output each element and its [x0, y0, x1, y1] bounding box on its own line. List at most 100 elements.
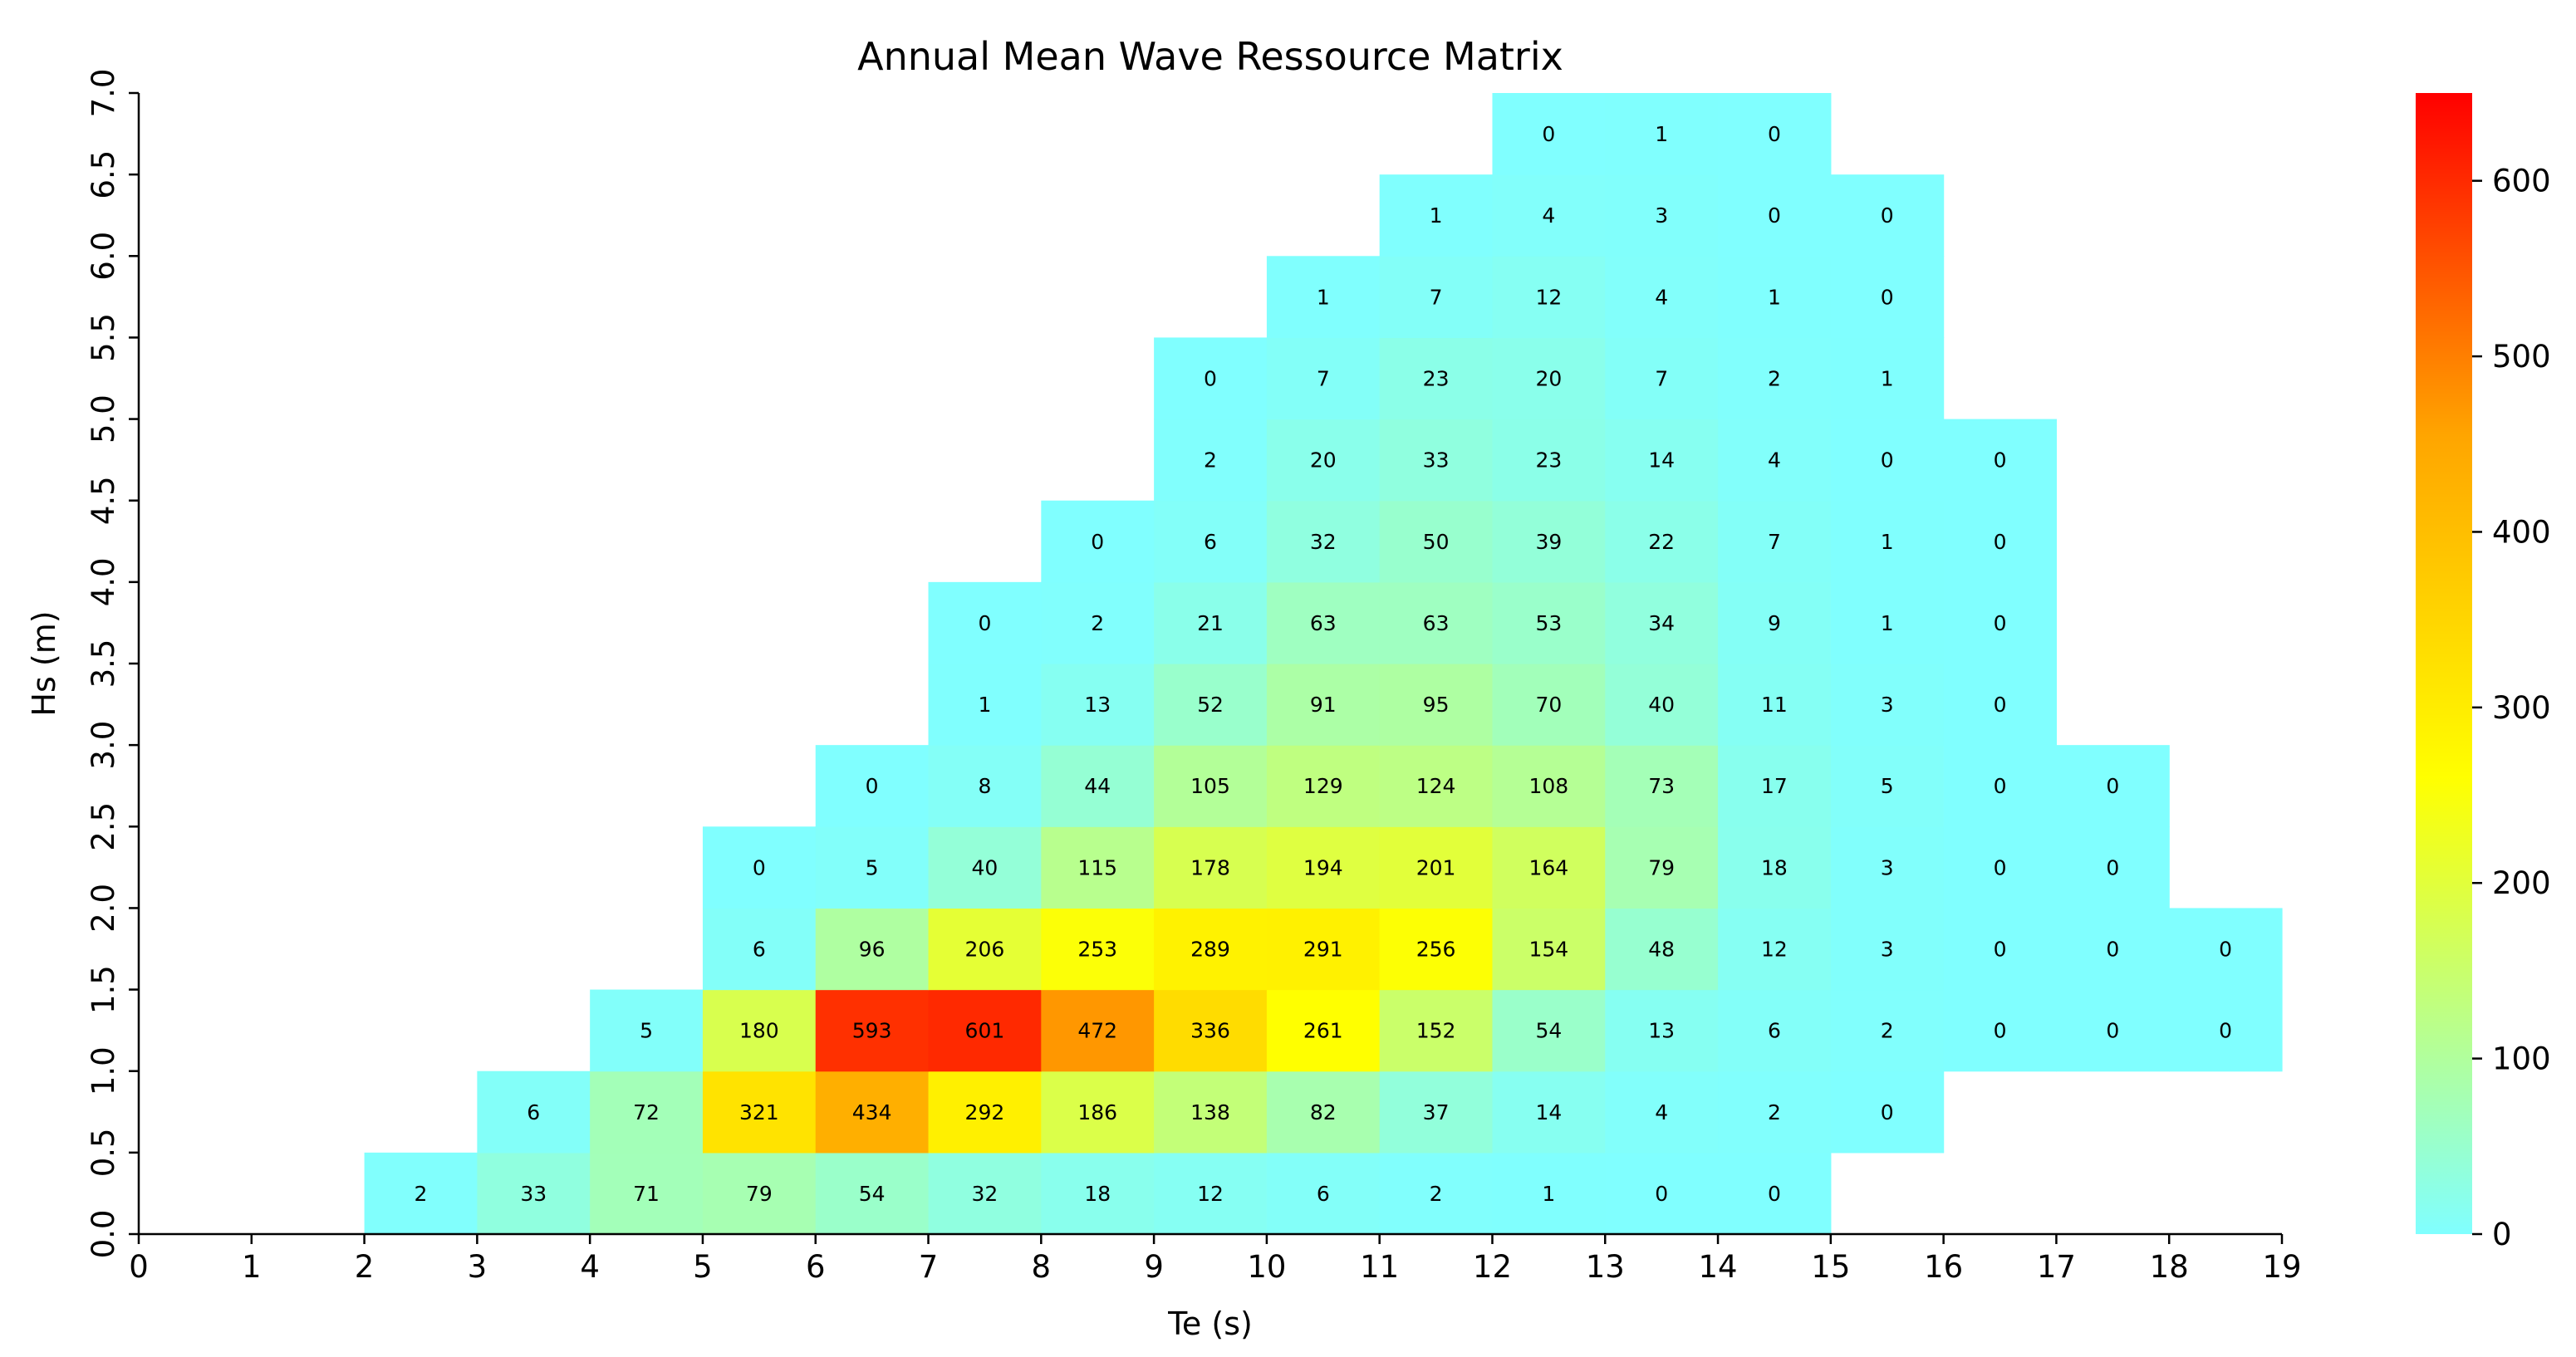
heatmap-cell-rect	[590, 1070, 704, 1154]
colorbar-tick-label: 600	[2492, 164, 2551, 199]
heatmap-cell: 63	[1379, 581, 1494, 664]
heatmap-cell-rect	[1943, 989, 2058, 1072]
heatmap-cell-label: 321	[739, 1100, 779, 1124]
heatmap-cell-rect	[1605, 337, 1719, 420]
colorbar-tick-label: 100	[2492, 1041, 2551, 1077]
heatmap-cell-label: 4	[1655, 285, 1668, 309]
heatmap-cell-rect	[928, 908, 1042, 991]
heatmap-cell: 4	[1718, 419, 1832, 502]
heatmap-cell-rect	[815, 908, 930, 991]
heatmap-cell-rect	[815, 826, 930, 909]
heatmap-cell-rect	[1266, 256, 1381, 339]
heatmap-cell-rect	[1605, 419, 1719, 502]
heatmap-cell: 2	[1718, 1070, 1832, 1154]
heatmap-cell-rect	[477, 1152, 591, 1235]
heatmap-cell: 12	[1718, 908, 1832, 991]
heatmap-cell-label: 0	[1655, 1182, 1668, 1206]
y-tick-label: 3.0	[86, 721, 121, 770]
colorbar-ticks: 0 100 200 300 400 500 600	[2472, 164, 2551, 1252]
heatmap-cell: 9	[1718, 581, 1832, 664]
heatmap-cell-rect	[2169, 908, 2283, 991]
heatmap-cell-rect	[1492, 989, 1606, 1072]
heatmap-cell: 40	[1605, 664, 1719, 746]
heatmap-cell-rect	[1041, 500, 1155, 583]
heatmap-cell-rect	[1266, 826, 1381, 909]
heatmap-cell-rect	[1041, 1070, 1155, 1154]
heatmap-cell: 0	[1943, 664, 2058, 746]
heatmap-cell-label: 434	[852, 1100, 892, 1124]
heatmap-cell-rect	[1379, 337, 1494, 420]
heatmap-cell-rect	[1718, 174, 1832, 257]
heatmap-cell: 321	[702, 1070, 817, 1154]
heatmap-cell-label: 2	[1204, 448, 1217, 473]
heatmap-cell: 1	[1830, 500, 1945, 583]
heatmap-cell-label: 1	[1881, 367, 1894, 391]
heatmap-cells: 2 33 71 79 54 32 18 12 6 2 1 0 06 72 321 434 292 186 138 82…	[364, 93, 2283, 1235]
heatmap-cell-rect	[702, 908, 817, 991]
heatmap-cell: 2	[1041, 581, 1155, 664]
x-tick-label: 2	[355, 1249, 375, 1285]
heatmap-cell-rect	[1492, 745, 1606, 827]
heatmap-cell-rect	[815, 989, 930, 1072]
x-tick-label: 15	[1811, 1249, 1850, 1285]
heatmap-cell: 0	[1718, 93, 1832, 175]
heatmap-cell: 71	[590, 1152, 704, 1235]
heatmap-cell-label: 11	[1761, 693, 1788, 717]
heatmap-cell-rect	[2169, 989, 2283, 1072]
heatmap-cell: 289	[1154, 908, 1268, 991]
y-tick-label: 0.5	[86, 1128, 121, 1177]
heatmap-cell-label: 0	[866, 774, 879, 798]
heatmap-cell-rect	[1379, 581, 1494, 664]
x-tick-label: 18	[2150, 1249, 2189, 1285]
heatmap-cell-label: 0	[1768, 203, 1781, 228]
heatmap-cell-rect	[1041, 581, 1155, 664]
heatmap-cell: 1	[1830, 581, 1945, 664]
heatmap-cell: 0	[1943, 581, 2058, 664]
heatmap-cell: 105	[1154, 745, 1268, 827]
heatmap-cell-label: 0	[1542, 122, 1555, 146]
heatmap-cell: 6	[702, 908, 817, 991]
heatmap-cell: 48	[1605, 908, 1719, 991]
heatmap-cell-rect	[702, 1152, 817, 1235]
heatmap-cell: 154	[1492, 908, 1606, 991]
heatmap-cell-rect	[2056, 826, 2170, 909]
heatmap-cell: 0	[1154, 337, 1268, 420]
heatmap-cell: 22	[1605, 500, 1719, 583]
heatmap-cell: 0	[1830, 419, 1945, 502]
heatmap-cell-label: 6	[753, 938, 766, 962]
heatmap-cell-label: 601	[965, 1019, 1005, 1043]
heatmap-cell-label: 9	[1768, 611, 1781, 635]
colorbar-tick-label: 200	[2492, 865, 2551, 901]
heatmap-cell-rect	[1830, 337, 1945, 420]
heatmap-cell: 0	[2056, 745, 2170, 827]
heatmap-cell: 7	[1379, 256, 1494, 339]
heatmap-cell: 70	[1492, 664, 1606, 746]
heatmap-cell-label: 6	[1317, 1182, 1330, 1206]
heatmap-cell: 0	[2169, 989, 2283, 1072]
heatmap-cell-label: 2	[1881, 1019, 1894, 1043]
heatmap-cell: 8	[928, 745, 1042, 827]
heatmap-cell-label: 22	[1648, 530, 1675, 554]
heatmap-cell-label: 2	[1768, 367, 1781, 391]
heatmap-cell-label: 0	[2106, 1019, 2119, 1043]
heatmap-cell: 2	[1154, 419, 1268, 502]
heatmap-cell: 2	[1830, 989, 1945, 1072]
heatmap-cell-rect	[590, 1152, 704, 1235]
heatmap-cell-rect	[1830, 989, 1945, 1072]
colorbar-tick-label: 400	[2492, 514, 2551, 550]
heatmap-cell: 206	[928, 908, 1042, 991]
heatmap-cell: 0	[1830, 1070, 1945, 1154]
heatmap-cell-label: 4	[1768, 448, 1781, 473]
heatmap-cell-rect	[1718, 419, 1832, 502]
heatmap-cell-label: 20	[1310, 448, 1337, 473]
heatmap-cell-label: 115	[1077, 855, 1117, 879]
heatmap-cell: 152	[1379, 989, 1494, 1072]
heatmap-cell-rect	[364, 1152, 478, 1235]
heatmap-cell-label: 1	[1881, 530, 1894, 554]
heatmap-cell-rect	[477, 1070, 591, 1154]
heatmap-cell-label: 138	[1190, 1100, 1230, 1124]
heatmap-cell-rect	[1605, 256, 1719, 339]
heatmap-cell-rect	[1830, 664, 1945, 746]
heatmap-cell-label: 40	[972, 855, 999, 879]
